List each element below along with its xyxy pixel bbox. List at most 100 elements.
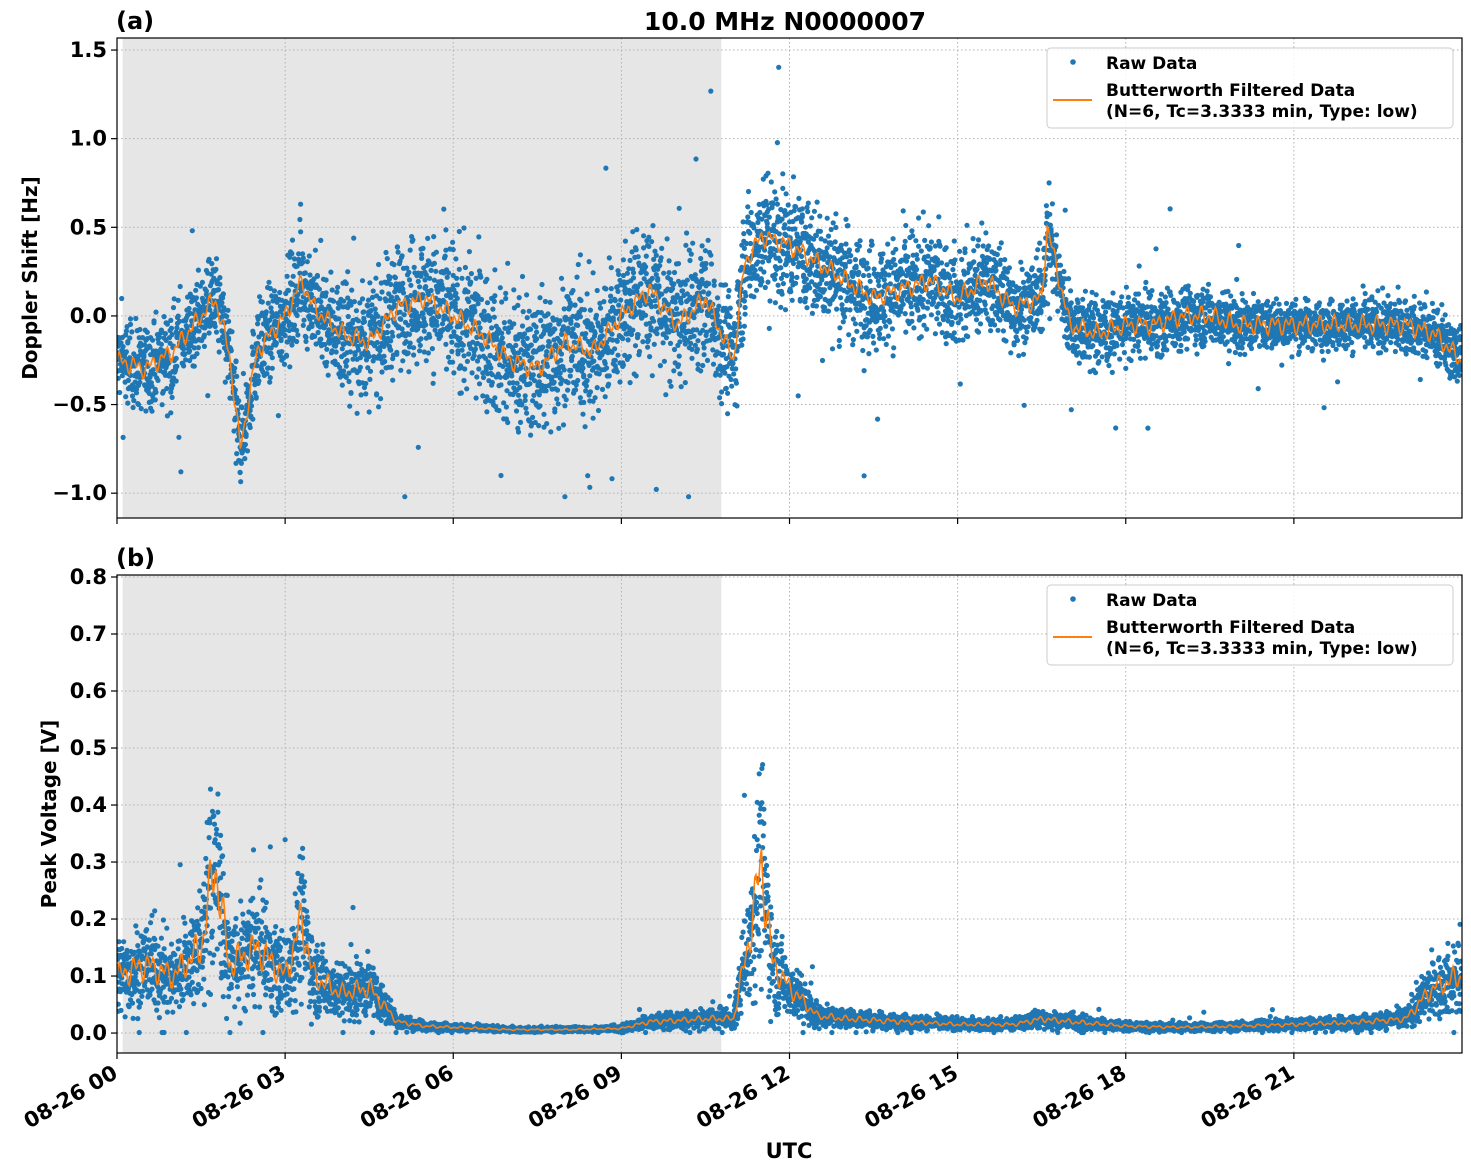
raw-data-point xyxy=(459,347,465,353)
raw-data-point xyxy=(934,316,940,322)
raw-data-point xyxy=(379,369,385,375)
raw-data-point xyxy=(171,296,177,302)
raw-data-point xyxy=(879,256,885,262)
raw-data-point xyxy=(469,370,475,376)
raw-data-point xyxy=(821,287,828,293)
raw-data-point xyxy=(759,278,765,285)
raw-data-point xyxy=(700,289,707,295)
raw-data-point xyxy=(420,245,426,251)
raw-data-point xyxy=(374,339,380,346)
raw-data-point xyxy=(622,290,629,296)
raw-data-point xyxy=(604,344,610,350)
raw-data-point xyxy=(123,332,129,338)
raw-data-point xyxy=(542,298,549,305)
raw-data-point xyxy=(943,341,949,347)
raw-data-point xyxy=(877,325,883,331)
raw-data-point xyxy=(596,371,602,377)
raw-data-point xyxy=(689,283,695,289)
raw-data-point xyxy=(649,373,655,379)
raw-data-point xyxy=(909,228,915,234)
raw-data-point xyxy=(232,365,238,371)
raw-data-point xyxy=(805,209,811,215)
raw-data-point xyxy=(322,341,328,348)
raw-data-point xyxy=(741,231,747,237)
raw-data-point xyxy=(957,381,963,387)
raw-data-point xyxy=(1106,362,1112,369)
raw-data-point xyxy=(513,408,520,414)
raw-data-point xyxy=(554,387,561,393)
raw-data-point xyxy=(585,324,591,330)
raw-data-point xyxy=(375,313,381,319)
raw-data-point xyxy=(388,338,394,344)
raw-data-point xyxy=(378,396,384,402)
raw-data-point xyxy=(618,297,624,303)
raw-data-point xyxy=(465,275,471,281)
raw-data-point xyxy=(1099,354,1105,360)
raw-data-point xyxy=(648,299,654,305)
raw-data-point xyxy=(381,353,387,359)
raw-data-point xyxy=(532,419,538,426)
raw-data-point xyxy=(450,359,456,365)
raw-data-point xyxy=(741,245,748,251)
raw-data-point xyxy=(374,392,380,398)
raw-data-point xyxy=(337,301,343,307)
raw-data-point xyxy=(573,382,579,388)
raw-data-point xyxy=(608,265,614,271)
raw-data-point xyxy=(545,311,551,317)
raw-data-point xyxy=(789,297,795,303)
raw-data-point xyxy=(355,318,361,324)
raw-data-point xyxy=(1038,309,1044,316)
raw-data-point xyxy=(183,357,189,363)
raw-data-point xyxy=(428,306,434,312)
raw-data-point xyxy=(1178,348,1184,354)
raw-data-point xyxy=(206,256,212,262)
raw-data-point xyxy=(503,404,509,410)
raw-data-point xyxy=(408,282,414,288)
raw-data-point xyxy=(850,337,857,343)
raw-data-point xyxy=(1163,338,1169,344)
raw-data-point xyxy=(503,295,509,302)
raw-data-point xyxy=(427,334,433,340)
raw-data-point xyxy=(398,367,404,373)
raw-data-point xyxy=(384,329,390,336)
raw-data-point xyxy=(557,318,563,324)
raw-data-point xyxy=(466,249,472,255)
raw-data-point xyxy=(117,375,121,381)
raw-data-point xyxy=(343,363,349,369)
raw-data-point xyxy=(536,392,542,398)
raw-data-point xyxy=(1068,407,1074,413)
raw-data-point xyxy=(1109,334,1115,340)
raw-data-point xyxy=(1117,356,1123,362)
raw-data-point xyxy=(602,394,608,400)
raw-data-point xyxy=(581,374,587,380)
raw-data-point xyxy=(843,216,849,222)
raw-data-point xyxy=(552,326,558,332)
raw-data-point xyxy=(502,359,508,365)
raw-data-point xyxy=(1080,296,1086,302)
raw-data-point xyxy=(903,222,909,229)
raw-data-point xyxy=(1020,279,1027,285)
raw-data-point xyxy=(766,325,772,331)
raw-data-point xyxy=(601,299,607,305)
raw-data-point xyxy=(701,345,707,351)
raw-data-point xyxy=(871,266,877,272)
raw-data-point xyxy=(671,269,678,276)
raw-data-point xyxy=(538,317,544,324)
raw-data-point xyxy=(268,305,274,311)
raw-data-point xyxy=(187,358,193,364)
raw-data-point xyxy=(814,199,820,205)
raw-data-point xyxy=(216,349,222,355)
raw-data-point xyxy=(255,340,261,347)
raw-data-point xyxy=(150,367,156,373)
raw-data-point xyxy=(570,287,576,294)
raw-data-point xyxy=(234,373,240,379)
raw-data-point xyxy=(323,277,329,283)
raw-data-point xyxy=(351,235,357,241)
raw-data-point xyxy=(464,332,470,338)
raw-data-point xyxy=(860,347,866,354)
raw-data-point xyxy=(565,380,571,386)
raw-data-point xyxy=(499,330,505,336)
raw-data-point xyxy=(234,451,240,457)
raw-data-point xyxy=(924,305,931,311)
raw-data-point xyxy=(1178,342,1184,348)
